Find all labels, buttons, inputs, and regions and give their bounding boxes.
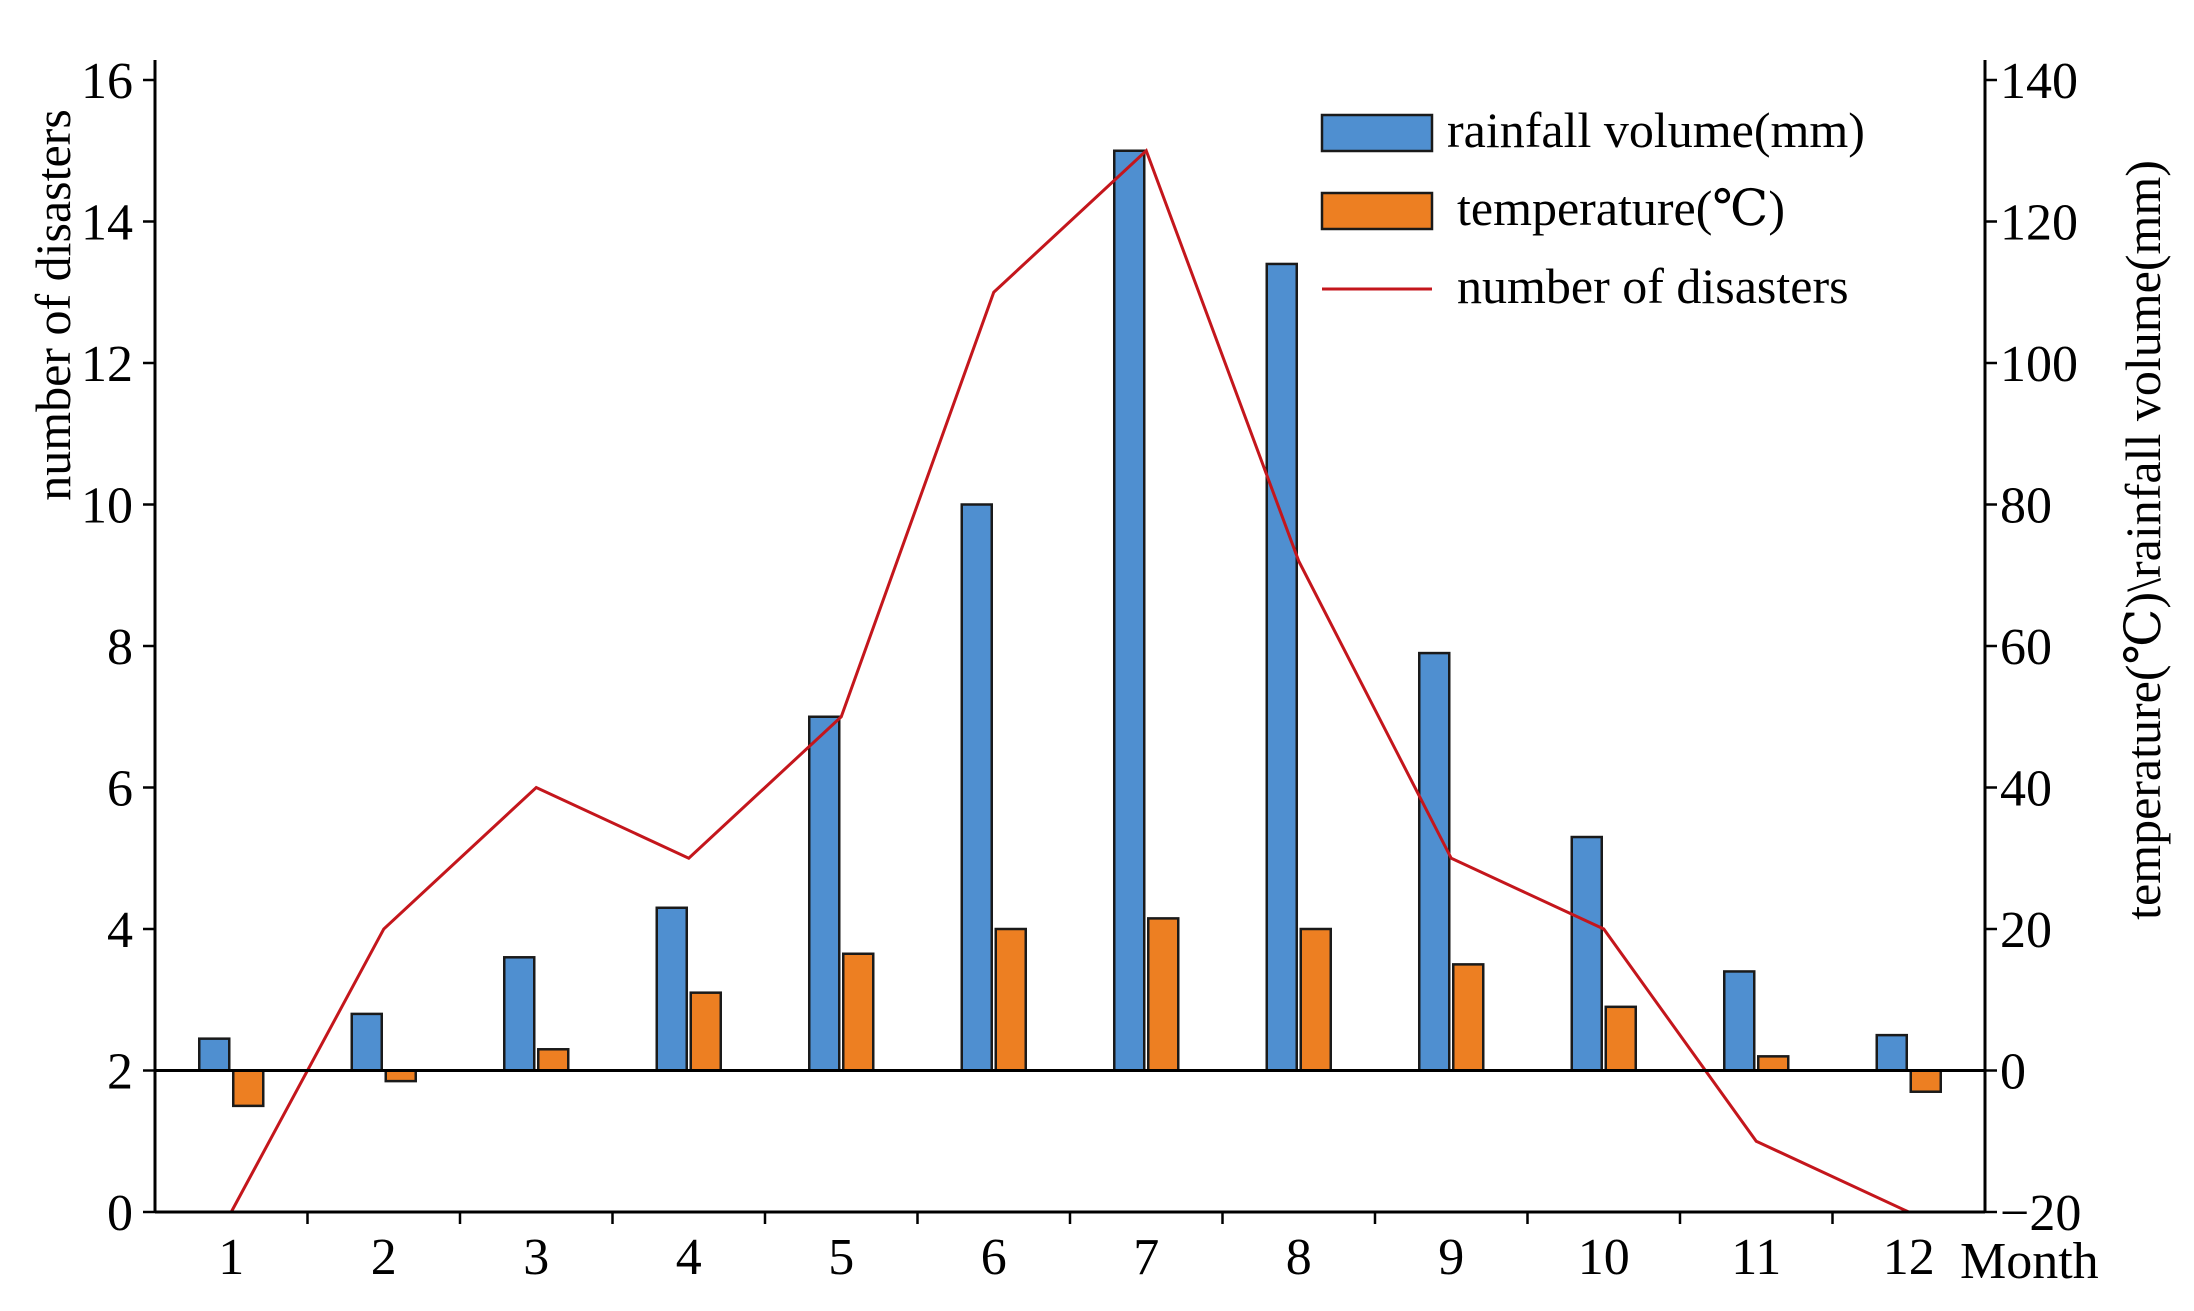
y-right-tick-label: −20 [2000, 1185, 2081, 1242]
rainfall-bar-2 [350, 1012, 383, 1072]
legend-swatch-rainfall [1320, 113, 1434, 153]
y-left-tick-label: 6 [107, 761, 133, 818]
legend: rainfall volume(mm) temperature(℃) number … [1320, 102, 1865, 314]
temperature-bar-3 [537, 1048, 570, 1072]
temperature-bar-9 [1452, 963, 1485, 1072]
rainfall-bar-6 [960, 503, 993, 1072]
temperature-bar-10 [1604, 1005, 1637, 1072]
legend-swatch-temperature [1320, 191, 1434, 231]
y-left-tick-label: 12 [81, 336, 133, 393]
x-tick-label: 11 [1731, 1229, 1781, 1286]
y-right-tick-label: 100 [2000, 336, 2078, 393]
x-tick-label: 7 [1133, 1229, 1159, 1286]
temperature-bar-7 [1147, 917, 1180, 1072]
y-right-tick-label: 60 [2000, 619, 2052, 676]
rainfall-bar-9 [1418, 651, 1451, 1072]
x-tick-label: 2 [371, 1229, 397, 1286]
x-tick-label: 12 [1883, 1229, 1935, 1286]
x-tick-label: 6 [981, 1229, 1007, 1286]
y-left-tick-label: 16 [81, 53, 133, 110]
temperature-bar-6 [994, 927, 1027, 1072]
rainfall-bar-5 [808, 715, 841, 1072]
y-left-tick-label: 0 [107, 1185, 133, 1242]
y-left-axis-title: number of disasters [25, 109, 81, 501]
bars [198, 149, 1942, 1108]
rainfall-bar-10 [1570, 835, 1603, 1072]
x-tick-label: 4 [676, 1229, 702, 1286]
rainfall-bar-3 [503, 956, 536, 1072]
legend-label-temperature: temperature(℃) [1457, 180, 1785, 236]
rainfall-bar-1 [198, 1037, 231, 1072]
disasters-line [229, 148, 1910, 1214]
x-axis-title: Month [1960, 1233, 2099, 1290]
x-tick-label: 9 [1438, 1229, 1464, 1286]
line-layer [229, 148, 1910, 1214]
y-left-tick-label: 4 [107, 902, 133, 959]
temperature-bar-4 [689, 991, 722, 1072]
y-left-tick-label: 10 [81, 478, 133, 535]
x-tick-label: 5 [828, 1229, 854, 1286]
temperature-bar-11 [1757, 1055, 1790, 1072]
rainfall-bar-4 [655, 906, 688, 1072]
legend-label-rainfall: rainfall volume(mm) [1447, 102, 1865, 158]
y-right-tick-label: 0 [2000, 1044, 2026, 1101]
y-left-tick-label: 8 [107, 619, 133, 676]
temperature-bar-1 [232, 1069, 265, 1108]
x-tick-label: 10 [1578, 1229, 1630, 1286]
rainfall-bar-7 [1113, 149, 1146, 1072]
temperature-bar-8 [1299, 927, 1332, 1072]
y-right-tick-label: 40 [2000, 761, 2052, 818]
legend-label-disasters: number of disasters [1457, 258, 1849, 314]
y-right-axis-title: temperature(℃)\rainfall volume(mm) [2115, 160, 2171, 920]
temperature-bar-5 [842, 952, 875, 1072]
temperature-bar-12 [1909, 1069, 1942, 1093]
rainfall-bar-12 [1875, 1033, 1908, 1072]
x-tick-label: 3 [523, 1229, 549, 1286]
rainfall-bar-8 [1265, 262, 1298, 1072]
x-tick-label: 1 [218, 1229, 244, 1286]
y-right-tick-label: 120 [2000, 195, 2078, 252]
y-left-tick-label: 2 [107, 1044, 133, 1101]
y-left-tick-label: 14 [81, 195, 133, 252]
rainfall-bar-11 [1723, 970, 1756, 1072]
temperature-bar-2 [384, 1069, 417, 1083]
x-tick-label: 8 [1286, 1229, 1312, 1286]
y-right-tick-label: 140 [2000, 53, 2078, 110]
y-right-tick-label: 80 [2000, 478, 2052, 535]
y-right-tick-label: 20 [2000, 902, 2052, 959]
